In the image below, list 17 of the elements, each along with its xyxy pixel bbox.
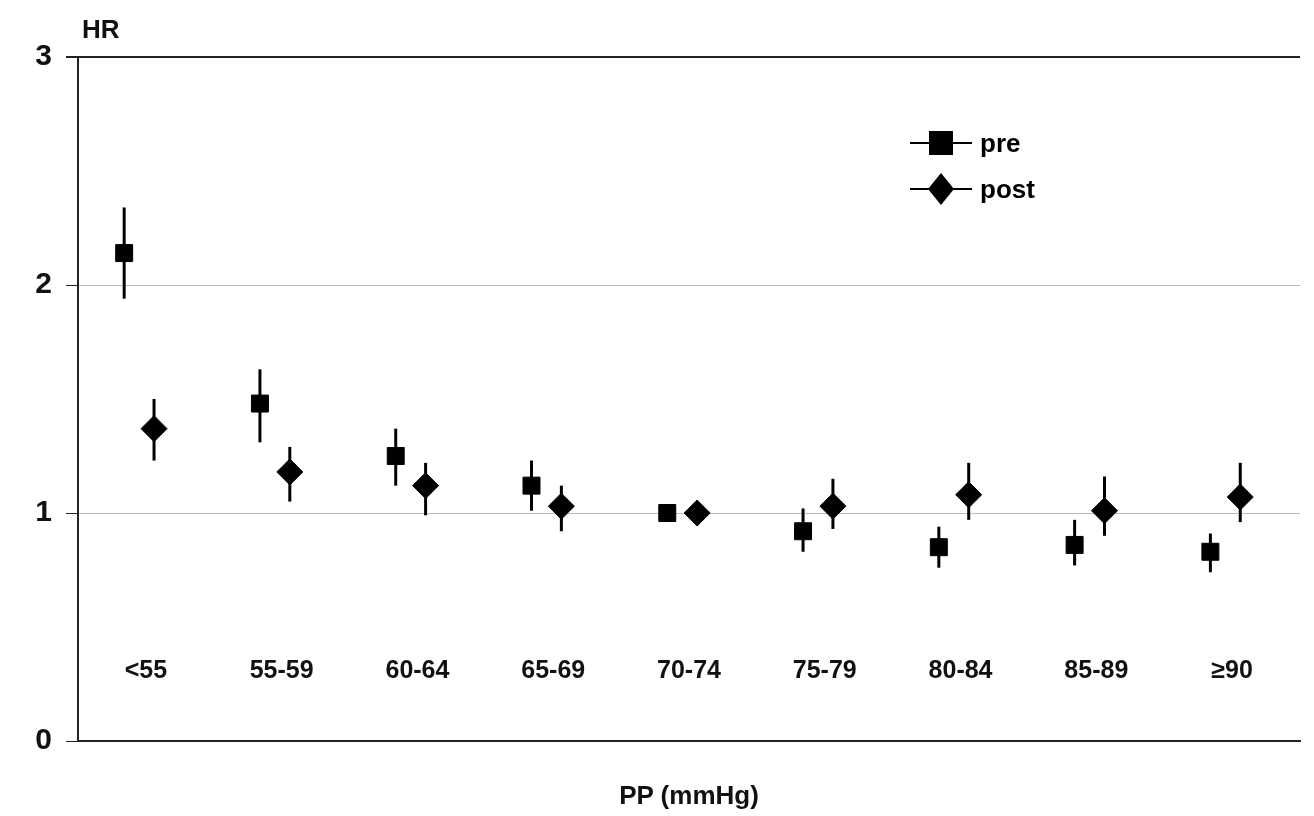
y-tick-label: 3 xyxy=(35,38,52,72)
x-tick-label: 85-89 xyxy=(1064,654,1129,683)
y-tick-label: 2 xyxy=(35,266,52,300)
x-tick-label: 70-74 xyxy=(657,654,722,683)
legend-label: pre xyxy=(980,128,1021,159)
x-axis-title: PP (mmHg) xyxy=(619,779,759,810)
x-tick-label: 80-84 xyxy=(928,654,993,683)
x-tick-label: ≥90 xyxy=(1211,654,1253,683)
x-tick-label: 60-64 xyxy=(385,654,450,683)
y-tick-label: 0 xyxy=(35,722,52,756)
y-axis-title: HR xyxy=(82,14,120,45)
y-tick-label: 1 xyxy=(35,494,52,528)
x-tick-label: 75-79 xyxy=(792,654,857,683)
x-tick-label: 65-69 xyxy=(521,654,586,683)
x-tick-label: 55-59 xyxy=(249,654,314,683)
x-tick-label: <55 xyxy=(124,654,168,683)
legend-label: post xyxy=(980,174,1036,205)
